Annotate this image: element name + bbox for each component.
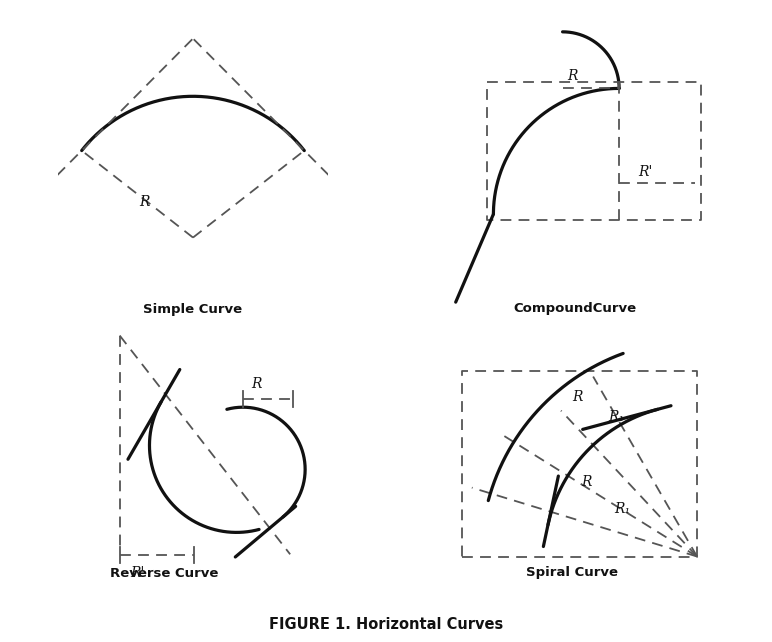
Text: R: R (573, 390, 583, 404)
Text: R₁: R₁ (608, 410, 625, 424)
Text: R: R (567, 69, 578, 83)
Text: Reverse Curve: Reverse Curve (110, 567, 218, 580)
Text: R: R (140, 195, 150, 209)
Text: CompoundCurve: CompoundCurve (513, 302, 637, 315)
Text: R: R (251, 377, 262, 390)
Text: FIGURE 1. Horizontal Curves: FIGURE 1. Horizontal Curves (269, 618, 503, 632)
Text: Simple Curve: Simple Curve (144, 303, 242, 316)
Text: Spiral Curve: Spiral Curve (527, 566, 618, 578)
Text: R: R (581, 474, 591, 489)
Text: R': R' (130, 566, 144, 580)
Text: R': R' (638, 165, 652, 179)
Text: R₁: R₁ (614, 503, 630, 516)
